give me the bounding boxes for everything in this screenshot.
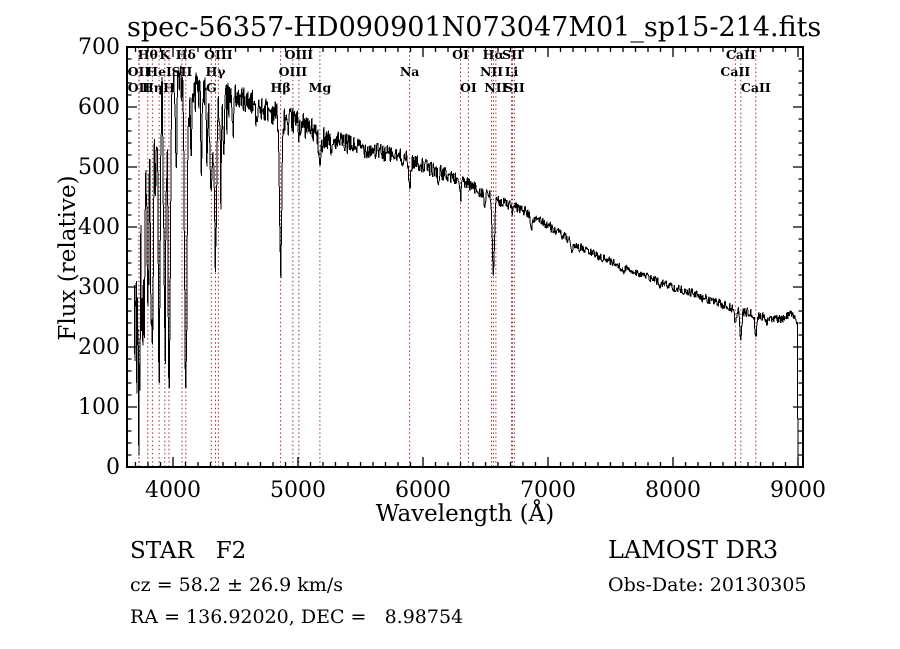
spectral-line-label: Hθ [137, 47, 158, 62]
spectral-line-label: NII [479, 63, 504, 79]
spectral-line-markers [138, 47, 757, 467]
y-tick-label: 400 [78, 215, 120, 240]
spectral-line-label: CaII [740, 80, 771, 95]
x-axis-label: Wavelength (Å) [375, 501, 555, 527]
plot-title: spec-56357-HD090901N073047M01_sp15-214.f… [127, 12, 822, 43]
x-tick-label: 4000 [145, 478, 201, 503]
ra-dec-text: RA = 136.92020, DEC = 8.98754 [130, 606, 464, 628]
spectral-line-label: CaII [720, 63, 751, 79]
y-tick-label: 500 [78, 155, 120, 180]
spectrum-trace [133, 65, 799, 466]
survey-name-text: LAMOST DR3 [608, 536, 779, 564]
spectral-line-label: SII [502, 47, 523, 62]
x-tick-label: 7000 [520, 478, 576, 503]
spectral-line-label: OI [460, 80, 477, 95]
x-tick-label: 5000 [270, 478, 326, 503]
spectral-line-label: Hγ [205, 63, 226, 79]
y-tick-label: 200 [78, 335, 120, 360]
spectral-line-label: OIII [284, 47, 314, 62]
spectral-line-label: OII [127, 63, 151, 79]
y-tick-label: 100 [78, 395, 120, 420]
spectral-line-label: OIII [204, 47, 233, 62]
obs-date-text: Obs-Date: 20130305 [608, 574, 807, 596]
spectral-line-label: NII [484, 80, 508, 95]
spectral-line-label: H [163, 80, 175, 95]
spectral-line-label: Mg [308, 80, 332, 95]
object-class-text: STAR F2 [130, 538, 247, 564]
spectral-line-label: Hβ [270, 80, 291, 95]
spectral-line-label: OI [452, 47, 469, 62]
y-tick-label: 0 [106, 455, 120, 480]
y-axis-label: Flux (relative) [55, 175, 81, 341]
spectral-line-label: HeI [146, 63, 172, 79]
spectral-line-label: Hδ [175, 47, 196, 62]
x-tick-label: 8000 [645, 478, 701, 503]
spectral-line-label: Hα [482, 47, 505, 62]
cz-velocity-text: cz = 58.2 ± 26.9 km/s [130, 574, 343, 596]
spectral-line-label: Na [399, 63, 420, 79]
spectral-line-label: SII [171, 63, 193, 79]
y-tick-label: 600 [78, 95, 120, 120]
spectral-line-label: SII [504, 80, 525, 95]
y-tick-label: 700 [78, 35, 120, 60]
spectral-line-label: OII [127, 80, 151, 95]
spectral-line-label: OIII [278, 63, 308, 79]
x-tick-label: 9000 [770, 478, 826, 503]
spectral-line-label: Li [504, 63, 519, 79]
spectral-line-label: Hη [141, 80, 163, 95]
y-tick-label: 300 [78, 275, 120, 300]
x-tick-label: 6000 [395, 478, 451, 503]
plot-frame [126, 46, 804, 468]
spectral-line-label: CaII [725, 47, 756, 62]
spectral-line-label: K [159, 47, 171, 62]
spectral-line-label: G [205, 80, 217, 95]
